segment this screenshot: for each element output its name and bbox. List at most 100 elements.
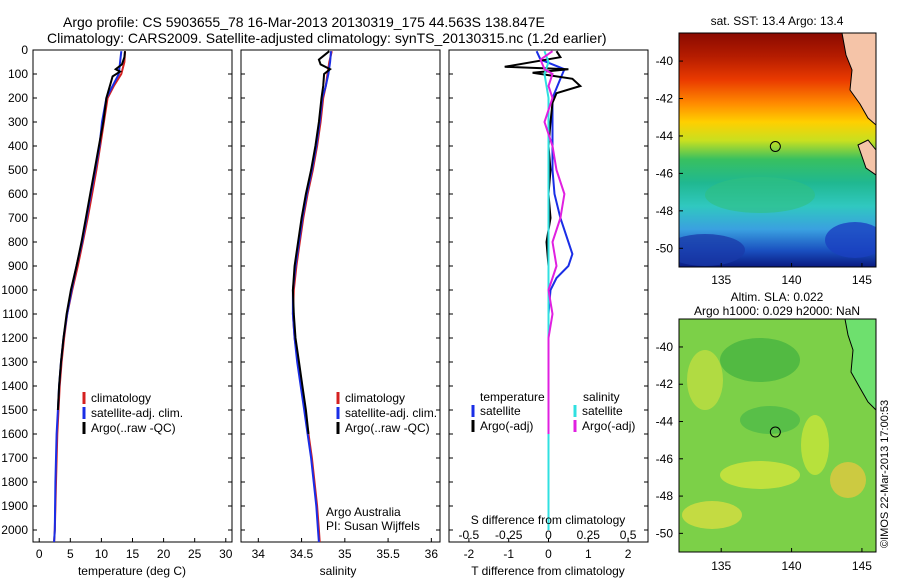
sla-high-patch — [687, 350, 723, 410]
depth-tick-label: 400 — [8, 139, 28, 153]
map-x-tick-label: 145 — [852, 273, 872, 287]
depth-tick-label: 500 — [8, 163, 28, 177]
depth-axis: 0 100 200 300 400 500 600 700 800 900 1000 1100 1200… — [1, 43, 648, 537]
header-line-2: Climatology: CARS2009. Satellite-adjuste… — [47, 30, 607, 46]
temperature-panel — [32, 49, 233, 543]
salinity-legend: climatology satellite-adj. clim. Argo(..… — [326, 391, 437, 533]
legend-title-salinity: salinity — [583, 390, 620, 404]
depth-tick-label: 1400 — [1, 379, 28, 393]
legend-title-temperature: temperature — [480, 390, 545, 404]
map-y-tick-label: -48 — [656, 204, 674, 218]
sla-low-patch — [720, 338, 800, 382]
x-tick-label: 0 — [545, 547, 552, 561]
legend-label-climatology: climatology — [345, 391, 405, 405]
legend-label-climatology: climatology — [91, 391, 151, 405]
map-x-tick-label: 140 — [782, 559, 802, 573]
sst-cool-patch — [679, 234, 745, 266]
x-tick-label: 35.5 — [376, 547, 400, 561]
x-tick-label: 25 — [188, 547, 202, 561]
depth-tick-label: 800 — [8, 235, 28, 249]
sla-high-patch — [720, 461, 800, 489]
map-x-tick-label: 135 — [711, 559, 731, 573]
depth-tick-label: 1800 — [1, 475, 28, 489]
map-y-tick-label: -42 — [656, 92, 674, 106]
salinity-panel — [240, 49, 441, 543]
x-tick-label: 0 — [36, 547, 43, 561]
header-line-1: Argo profile: CS 5903655_78 16-Mar-2013 … — [63, 14, 545, 30]
x-tick-label-top: 0.25 — [577, 528, 601, 542]
sst-map — [679, 33, 876, 267]
depth-tick-label: 1100 — [2, 307, 28, 321]
legend-label-sal-satellite: satellite — [582, 404, 623, 418]
depth-tick-label: 1200 — [1, 331, 28, 345]
timestamp-stamp: ©IMOS 22-Mar-2013 17:00:53 — [879, 399, 891, 548]
depth-tick-label: 1900 — [1, 499, 28, 513]
sst-map-title: sat. SST: 13.4 Argo: 13.4 — [711, 14, 844, 28]
map-y-tick-label: -44 — [656, 415, 674, 429]
depth-tick-label: 100 — [8, 67, 28, 81]
profile-curves — [53, 50, 583, 543]
map-y-tick-label: -42 — [656, 377, 674, 391]
argo-position-marker — [769, 426, 781, 438]
depth-tick-label: 1300 — [1, 355, 28, 369]
x-tick-label: 30 — [219, 547, 233, 561]
land-mass — [857, 139, 876, 176]
x-tick-label: 20 — [157, 547, 171, 561]
land-mass — [844, 319, 876, 411]
sla-high-patch — [682, 501, 742, 529]
legend-label-argo: Argo(..raw -QC) — [345, 421, 430, 435]
map-x-tick-label: 145 — [852, 559, 872, 573]
x-tick-label-top: -0.25 — [495, 528, 523, 542]
sla-low-patch — [740, 406, 800, 434]
salinity-annotation-line-1: Argo Australia — [326, 505, 401, 519]
difference-xlabel-top: S difference from climatology — [471, 513, 626, 527]
sla-map-frame — [678, 318, 877, 553]
sla-map — [679, 319, 876, 552]
legend-label-temp-argo: Argo(-adj) — [480, 419, 533, 433]
series-line-salinity-argo-adj — [539, 50, 566, 434]
legend-label-satellite: satellite-adj. clim. — [91, 406, 183, 420]
map-y-tick-label: -44 — [656, 129, 674, 143]
x-tick-label-top: 0 — [545, 528, 552, 542]
x-tick-label: 10 — [95, 547, 109, 561]
map-y-tick-label: -46 — [656, 166, 674, 180]
map-y-tick-label: -40 — [656, 54, 674, 68]
sla-high-patch — [830, 462, 866, 498]
depth-tick-label: 600 — [8, 187, 28, 201]
sst-cool-patch — [825, 222, 876, 258]
legend-label-argo: Argo(..raw -QC) — [91, 421, 176, 435]
series-line-argo-raw-qc — [291, 50, 332, 435]
depth-tick-label: 2000 — [1, 523, 28, 537]
map-y-tick-label: -46 — [656, 452, 674, 466]
depth-tick-label: 300 — [8, 115, 28, 129]
salinity-annotation-line-2: PI: Susan Wijffels — [326, 519, 420, 533]
x-tick-label-top: -0.5 — [459, 528, 480, 542]
x-tick-label: 5 — [67, 547, 74, 561]
x-tick-label: 15 — [126, 547, 140, 561]
legend-label-temp-satellite: satellite — [480, 404, 521, 418]
x-tick-label: 2 — [625, 547, 632, 561]
x-tick-label: 34 — [252, 547, 266, 561]
legend-label-sal-argo: Argo(-adj) — [582, 419, 635, 433]
sla-high-patch — [801, 415, 829, 475]
depth-tick-label: 0 — [21, 43, 28, 57]
x-tick-label: 34.5 — [290, 547, 314, 561]
map-axis-ticks: 135 140 145 -40 -42 -44 -46 -48 -50 135 140 145 -40 -… — [656, 54, 873, 573]
x-tick-label: -1 — [503, 547, 514, 561]
x-axis-ticks: 0 5 10 15 20 25 30 34 34.5 35 35.5 36 -2 -1 0 1 2 -0.5 -0.… — [36, 528, 637, 561]
depth-tick-label: 1500 — [1, 403, 28, 417]
x-tick-label: -2 — [464, 547, 475, 561]
difference-legend: temperature satellite Argo(-adj) salinit… — [471, 390, 635, 433]
sst-map-frame — [678, 32, 877, 268]
map-y-tick-label: -40 — [656, 340, 674, 354]
depth-tick-label: 900 — [8, 259, 28, 273]
x-tick-label-top: 0.5 — [620, 528, 637, 542]
map-x-tick-label: 135 — [711, 273, 731, 287]
sla-map-title-line-2: Argo h1000: 0.029 h2000: NaN — [694, 304, 860, 318]
depth-tick-label: 1600 — [1, 427, 28, 441]
depth-tick-label: 1700 — [1, 451, 28, 465]
map-y-tick-label: -48 — [656, 489, 674, 503]
map-y-tick-label: -50 — [656, 241, 674, 255]
difference-xlabel: T difference from climatology — [471, 564, 625, 578]
